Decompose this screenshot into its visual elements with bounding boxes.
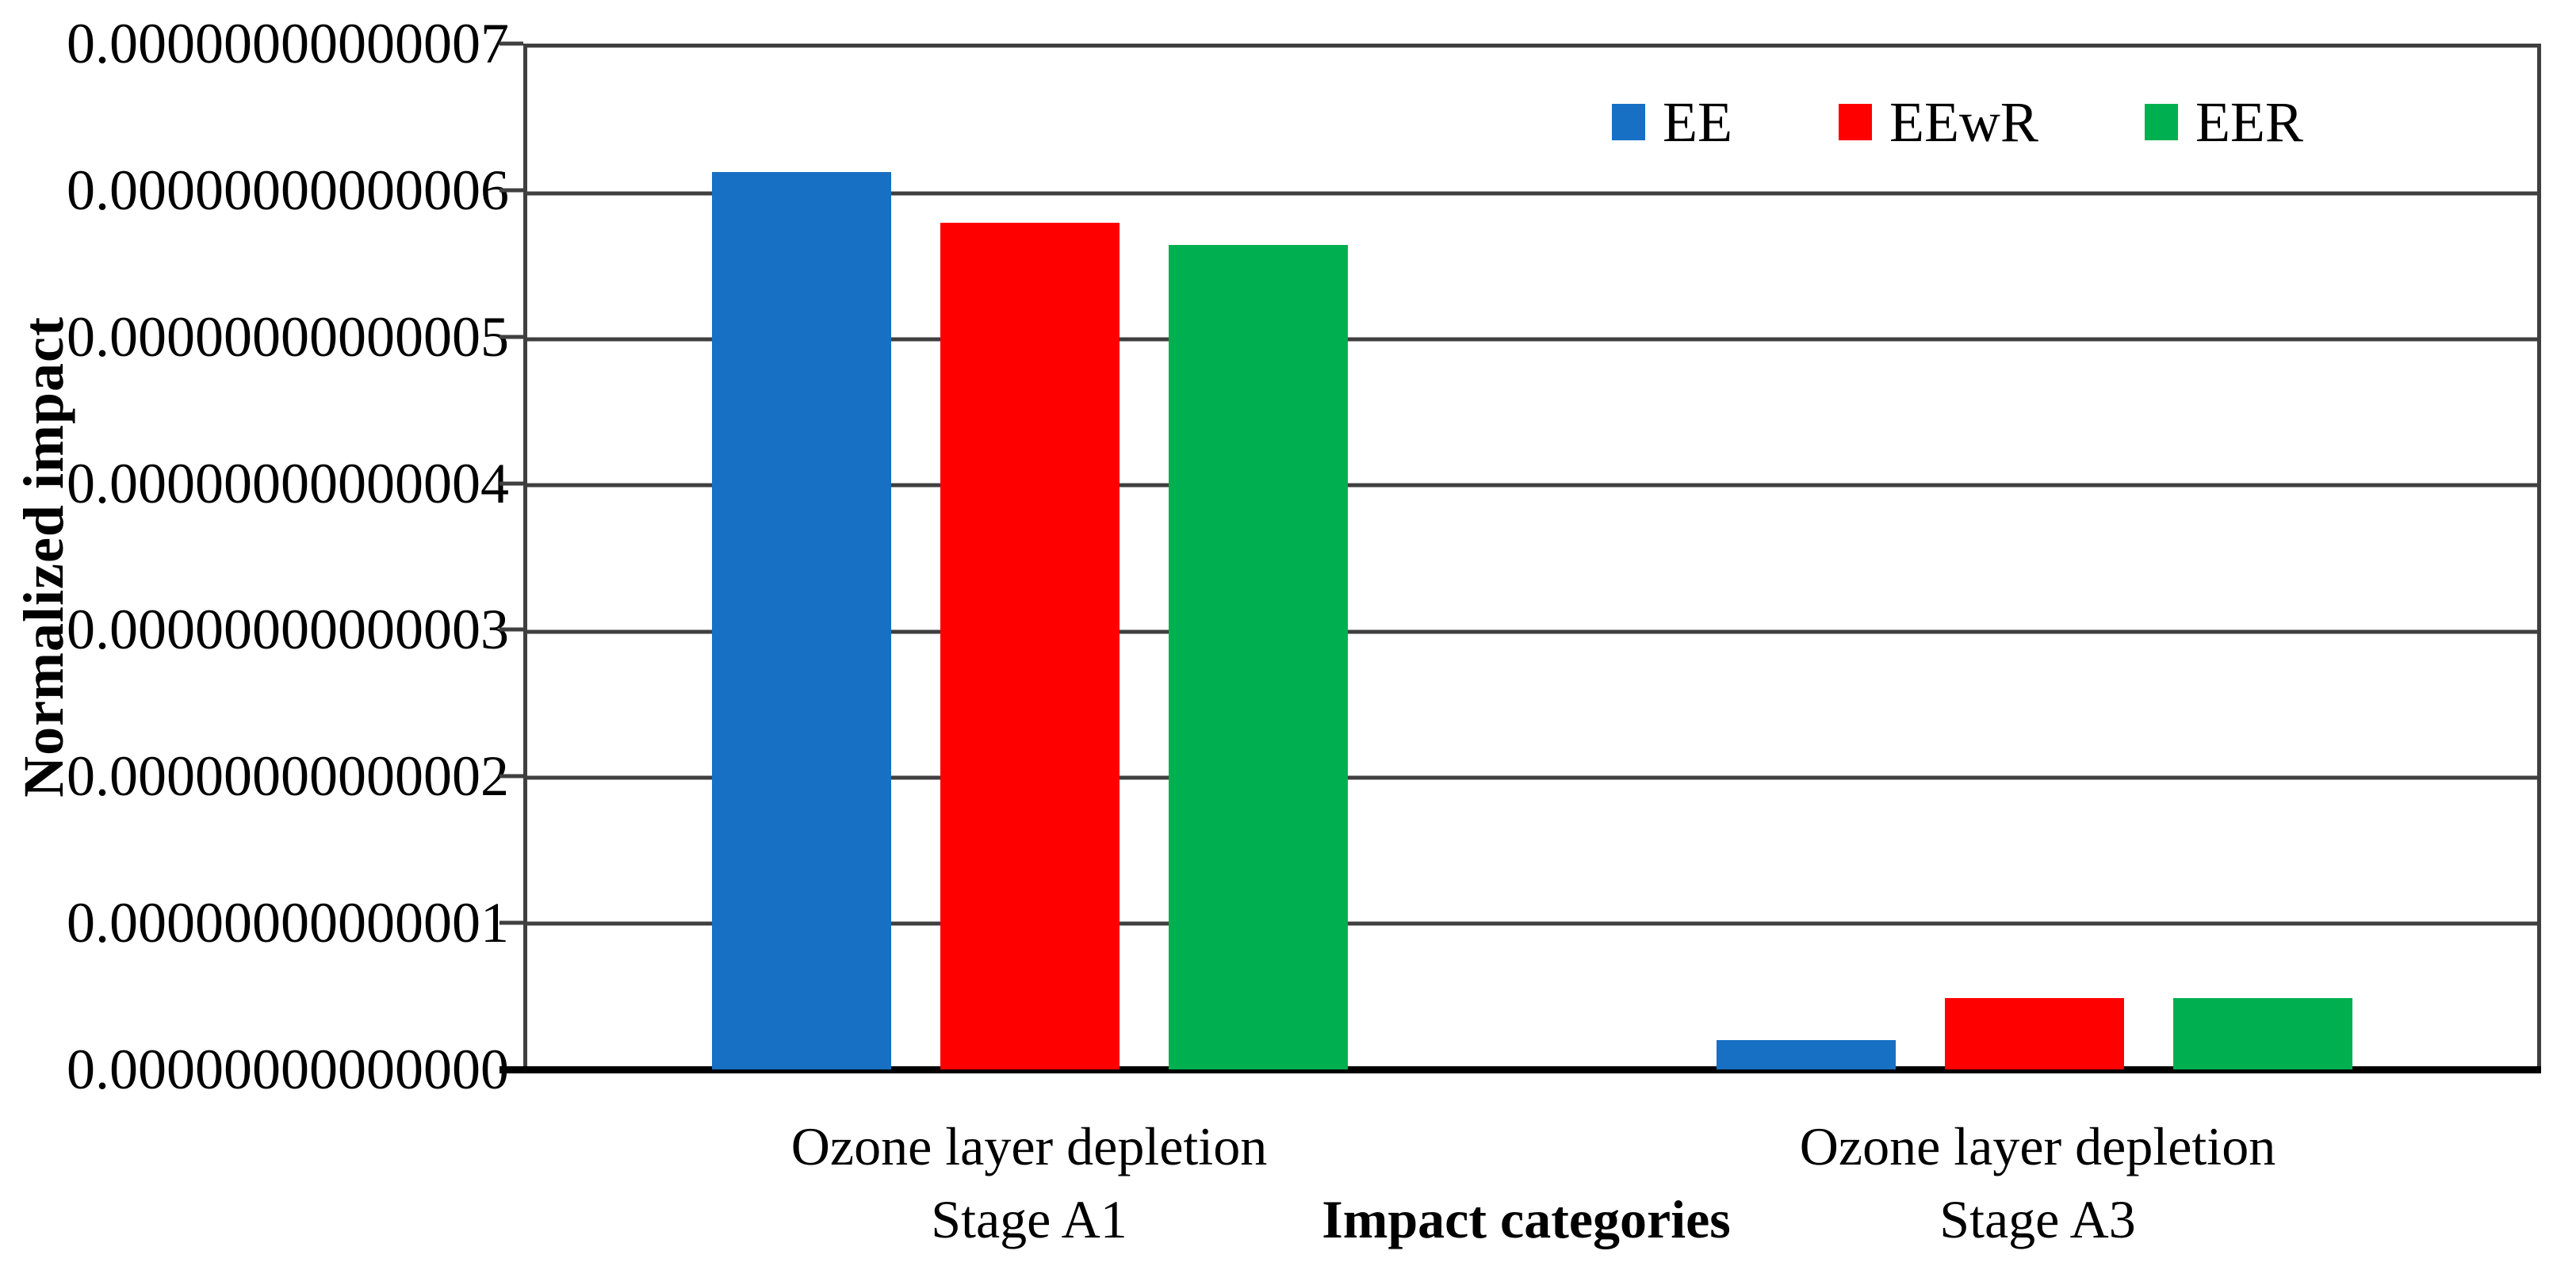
y-tick-label: 0.00000000000007 (67, 12, 509, 75)
legend-label-ee: EE (1663, 90, 1732, 154)
legend-item-eer: EER (2144, 90, 2303, 154)
bar-ee-stage-a3 (1717, 1040, 1896, 1069)
y-tick-mark (500, 335, 523, 339)
legend: EE EEwR EER (1612, 94, 2303, 151)
gridline (527, 191, 2537, 196)
y-axis-tick-labels: 0.00000000000000 0.00000000000001 0.000000… (0, 15, 509, 1098)
y-tick-label: 0.00000000000006 (67, 158, 509, 222)
y-axis-tick-marks (500, 41, 523, 1072)
gridline (527, 337, 2537, 342)
y-tick-mark (500, 774, 523, 778)
x-axis-title: Impact categories (1322, 1189, 1731, 1249)
legend-item-eewr: EEwR (1838, 90, 2038, 154)
category-label-stage-a1: Ozone layer depletion Stage A1 (791, 1110, 1267, 1256)
x-axis-baseline (500, 1066, 2541, 1073)
y-tick-label: 0.00000000000000 (67, 1038, 509, 1101)
legend-swatch-eer (2144, 104, 2178, 140)
bar-eer-stage-a1 (1169, 244, 1348, 1069)
gridline (527, 921, 2537, 926)
legend-swatch-ee (1612, 104, 1645, 140)
y-tick-label: 0.00000000000003 (67, 598, 509, 662)
bar-ee-stage-a1 (712, 171, 891, 1069)
bar-eer-stage-a3 (2173, 997, 2352, 1069)
y-tick-label: 0.00000000000004 (67, 451, 509, 515)
y-tick-label: 0.00000000000005 (67, 304, 509, 369)
gridline (527, 483, 2537, 488)
legend-label-eewr: EEwR (1889, 90, 2038, 154)
legend-label-eer: EER (2195, 90, 2303, 154)
legend-item-ee: EE (1612, 94, 1732, 151)
bar-eewr-stage-a1 (940, 222, 1120, 1069)
category-label-line1: Ozone layer depletion (1799, 1116, 2276, 1176)
category-label-stage-a3: Ozone layer depletion Stage A3 (1800, 1110, 2276, 1256)
y-tick-mark (500, 481, 523, 486)
gridline (527, 629, 2537, 634)
y-tick-mark (500, 188, 523, 193)
y-tick-label: 0.00000000000002 (67, 744, 509, 809)
category-label-line2: Stage A1 (931, 1189, 1127, 1249)
category-label-line1: Ozone layer depletion (790, 1116, 1268, 1176)
y-tick-mark (500, 627, 523, 632)
bar-eewr-stage-a3 (1945, 997, 2124, 1069)
legend-swatch-eewr (1838, 104, 1872, 140)
category-label-line2: Stage A3 (1939, 1189, 2136, 1249)
y-tick-label: 0.00000000000001 (67, 891, 509, 955)
y-tick-mark (500, 41, 523, 46)
y-tick-mark (500, 920, 523, 925)
gridline (527, 775, 2537, 780)
plot-area: EE EEwR EER (500, 44, 2541, 1073)
